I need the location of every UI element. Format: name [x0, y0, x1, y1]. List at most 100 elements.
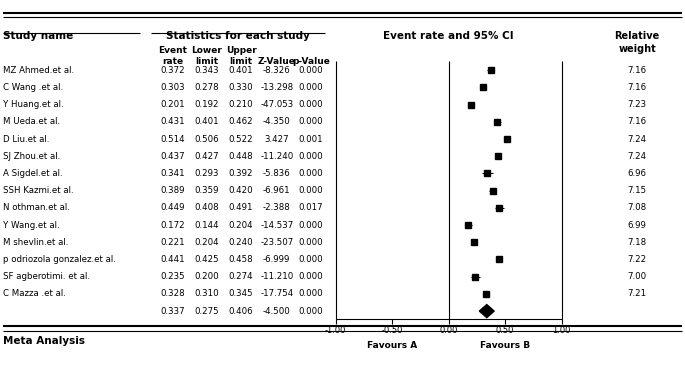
Text: 0.392: 0.392 [229, 169, 253, 178]
Text: 7.16: 7.16 [627, 117, 647, 126]
Text: Y Huang.et al.: Y Huang.et al. [3, 100, 64, 109]
Text: A Sigdel.et al.: A Sigdel.et al. [3, 169, 63, 178]
Text: -1.00: -1.00 [325, 326, 347, 335]
Text: 0.458: 0.458 [229, 255, 253, 264]
Text: -6.961: -6.961 [263, 186, 290, 195]
Text: 0.000: 0.000 [299, 169, 323, 178]
Text: SSH Kazmi.et al.: SSH Kazmi.et al. [3, 186, 74, 195]
Text: limit: limit [229, 57, 253, 66]
Text: 0.293: 0.293 [195, 169, 219, 178]
Text: 0.000: 0.000 [299, 221, 323, 229]
Text: 0.201: 0.201 [160, 100, 185, 109]
Text: 0.437: 0.437 [160, 152, 185, 161]
Text: -0.50: -0.50 [382, 326, 403, 335]
Text: 7.24: 7.24 [627, 135, 647, 143]
Text: Meta Analysis: Meta Analysis [3, 336, 86, 346]
Text: 0.000: 0.000 [299, 255, 323, 264]
Text: 0.000: 0.000 [299, 117, 323, 126]
Text: 0.420: 0.420 [229, 186, 253, 195]
Text: 7.16: 7.16 [627, 66, 647, 75]
Text: -17.754: -17.754 [260, 290, 293, 298]
Text: 0.522: 0.522 [229, 135, 253, 143]
Text: 6.99: 6.99 [627, 221, 647, 229]
Text: 0.514: 0.514 [160, 135, 185, 143]
Text: 0.192: 0.192 [195, 100, 219, 109]
Text: SJ Zhou.et al.: SJ Zhou.et al. [3, 152, 61, 161]
Text: 0.449: 0.449 [160, 203, 185, 212]
Text: 0.240: 0.240 [229, 238, 253, 247]
Text: -4.500: -4.500 [263, 307, 290, 315]
Text: 7.21: 7.21 [627, 290, 647, 298]
Text: 0.144: 0.144 [195, 221, 219, 229]
Text: 7.22: 7.22 [627, 255, 647, 264]
Text: -14.537: -14.537 [260, 221, 293, 229]
Text: 0.401: 0.401 [229, 66, 253, 75]
Text: 0.50: 0.50 [496, 326, 514, 335]
Text: 3.427: 3.427 [264, 135, 289, 143]
Text: 0.406: 0.406 [229, 307, 253, 315]
Text: 0.441: 0.441 [160, 255, 185, 264]
Text: 0.425: 0.425 [195, 255, 219, 264]
Text: 0.506: 0.506 [195, 135, 219, 143]
Text: 7.00: 7.00 [627, 272, 647, 281]
Text: MZ Ahmed.et al.: MZ Ahmed.et al. [3, 66, 75, 75]
Text: p odriozola gonzalez.et al.: p odriozola gonzalez.et al. [3, 255, 116, 264]
Text: 0.448: 0.448 [229, 152, 253, 161]
Text: 0.000: 0.000 [299, 272, 323, 281]
Text: -13.298: -13.298 [260, 83, 293, 92]
Text: 7.08: 7.08 [627, 203, 647, 212]
Text: Statistics for each study: Statistics for each study [166, 31, 310, 41]
Text: 0.000: 0.000 [299, 238, 323, 247]
Text: -8.326: -8.326 [263, 66, 290, 75]
Text: 0.210: 0.210 [229, 100, 253, 109]
Text: -5.836: -5.836 [263, 169, 290, 178]
Text: -6.999: -6.999 [263, 255, 290, 264]
Text: -23.507: -23.507 [260, 238, 293, 247]
Text: Y Wang.et al.: Y Wang.et al. [3, 221, 60, 229]
Text: Favours B: Favours B [480, 341, 530, 351]
Text: -11.240: -11.240 [260, 152, 293, 161]
Text: 0.000: 0.000 [299, 100, 323, 109]
Text: 0.343: 0.343 [195, 66, 219, 75]
Text: 0.310: 0.310 [195, 290, 219, 298]
Text: Event rate and 95% CI: Event rate and 95% CI [384, 31, 514, 41]
Text: 0.001: 0.001 [299, 135, 323, 143]
Text: 7.24: 7.24 [627, 152, 647, 161]
Text: C Mazza .et al.: C Mazza .et al. [3, 290, 66, 298]
Text: Lower: Lower [191, 46, 223, 55]
Text: SF agberotimi. et al.: SF agberotimi. et al. [3, 272, 90, 281]
Text: C Wang .et al.: C Wang .et al. [3, 83, 64, 92]
Text: Z-Value: Z-Value [258, 57, 296, 66]
Text: 0.000: 0.000 [299, 83, 323, 92]
Text: limit: limit [195, 57, 219, 66]
Text: 0.172: 0.172 [160, 221, 185, 229]
Text: -2.388: -2.388 [263, 203, 290, 212]
Text: 0.427: 0.427 [195, 152, 219, 161]
Text: 1.00: 1.00 [553, 326, 571, 335]
Text: 0.204: 0.204 [195, 238, 219, 247]
Text: M shevlin.et al.: M shevlin.et al. [3, 238, 68, 247]
Text: 7.18: 7.18 [627, 238, 647, 247]
Text: 0.330: 0.330 [229, 83, 253, 92]
Text: 7.15: 7.15 [627, 186, 647, 195]
Text: 0.462: 0.462 [229, 117, 253, 126]
Text: 0.017: 0.017 [299, 203, 323, 212]
Text: 0.200: 0.200 [195, 272, 219, 281]
Text: 0.337: 0.337 [160, 307, 185, 315]
Text: Event: Event [158, 46, 187, 55]
Text: 0.389: 0.389 [160, 186, 185, 195]
Text: Relative
weight: Relative weight [614, 31, 660, 53]
Text: Upper: Upper [226, 46, 256, 55]
Text: 6.96: 6.96 [627, 169, 647, 178]
Text: 0.372: 0.372 [160, 66, 185, 75]
Text: p-Value: p-Value [292, 57, 330, 66]
Text: 0.221: 0.221 [160, 238, 185, 247]
Text: 0.345: 0.345 [229, 290, 253, 298]
Text: 0.000: 0.000 [299, 290, 323, 298]
Text: 0.000: 0.000 [299, 307, 323, 315]
Polygon shape [479, 305, 494, 318]
Text: 7.23: 7.23 [627, 100, 647, 109]
Text: 0.274: 0.274 [229, 272, 253, 281]
Text: Favours A: Favours A [367, 341, 417, 351]
Text: 0.328: 0.328 [160, 290, 185, 298]
